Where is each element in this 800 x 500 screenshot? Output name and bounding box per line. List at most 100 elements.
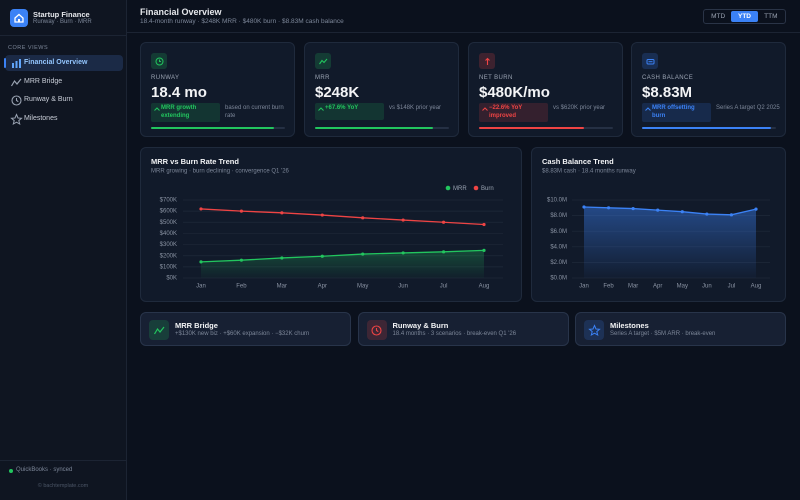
line <box>583 206 757 216</box>
icon <box>153 326 164 334</box>
kpi-note: Series A target Q2 2025 <box>716 105 780 111</box>
kpi-value: $248K <box>315 84 360 101</box>
x-tick-label: Feb <box>236 284 247 290</box>
point <box>729 213 734 217</box>
status-dot <box>9 469 13 473</box>
point <box>320 254 324 258</box>
x-tick-label: Feb <box>603 284 614 290</box>
x-tick-label: May <box>677 284 688 290</box>
footer: © bachtemplate.com <box>37 483 89 489</box>
kpi-note: based on current burn rate <box>225 105 284 119</box>
kpi-icon <box>151 53 167 69</box>
period-button[interactable]: TTM <box>764 13 778 20</box>
nav-card[interactable]: Runway & Burn 18.4 months · 3 scenarios ·… <box>357 312 569 346</box>
kpi-value: $8.83M <box>642 84 693 101</box>
icon <box>154 107 160 111</box>
point <box>199 260 203 264</box>
x-tick-label: Jan <box>579 284 589 290</box>
chart-subtitle: $8.83M cash · 18.4 months runway <box>542 169 636 175</box>
nav-label: Runway & Burn <box>24 96 73 103</box>
kpi-badge-text: MRR offsetting burn <box>652 105 695 119</box>
point <box>239 258 244 262</box>
nav-card-subtitle: Series A target · $5M ARR · break-even <box>610 331 716 337</box>
kpi-icon <box>315 53 331 69</box>
kpi-card: MRR $248K +67.6% YoY vs $148K prior year <box>304 42 459 137</box>
chart-title: Cash Balance Trend <box>542 157 614 166</box>
line <box>200 249 485 263</box>
point <box>705 212 709 216</box>
icon <box>587 323 601 336</box>
kpi-note: vs $620K prior year <box>553 105 606 111</box>
y-tick-label: $10.0M <box>547 198 567 204</box>
legend-label: MRR <box>453 186 467 192</box>
nav-card-subtitle: +$130K new biz · +$60K expansion · −$32K… <box>175 331 310 337</box>
point <box>280 256 284 260</box>
nav-icon <box>10 76 23 89</box>
chart-subtitle: MRR growing · burn declining · convergen… <box>151 169 290 175</box>
nav-label: Financial Overview <box>24 59 88 66</box>
progress-bar <box>315 127 433 129</box>
y-tick-label: $100K <box>160 264 177 270</box>
nav-card-subtitle: 18.4 months · 3 scenarios · break-even Q… <box>392 331 517 337</box>
logo <box>10 9 28 27</box>
progress-track <box>642 127 776 129</box>
section-label: CORE VIEWS <box>8 45 49 51</box>
kpi-label: RUNWAY <box>151 75 180 81</box>
nav-item[interactable]: Milestones <box>5 111 123 127</box>
chart-title: MRR vs Burn Rate Trend <box>151 157 239 166</box>
point <box>441 220 446 224</box>
icon <box>10 112 23 125</box>
nav-icon <box>10 57 23 70</box>
point <box>606 206 611 210</box>
nav-card-title: Milestones <box>610 321 649 330</box>
badge-arrow <box>154 106 160 116</box>
nav-card[interactable]: Milestones Series A target · $5M ARR · br… <box>575 312 786 346</box>
y-tick-label: $300K <box>160 242 177 248</box>
point <box>280 211 284 215</box>
progress-track <box>479 127 613 129</box>
kpi-badge-text: MRR growth extending <box>161 105 197 119</box>
chart: MRR vs Burn Rate Trend MRR growing · burn… <box>151 157 503 290</box>
x-tick-label: Jul <box>440 284 448 290</box>
kpi-badge: MRR growth extending <box>151 103 220 122</box>
y-tick-label: $400K <box>160 231 177 237</box>
point <box>441 250 446 254</box>
point <box>656 208 660 212</box>
y-tick-label: $700K <box>160 198 177 204</box>
status: QuickBooks · synced <box>16 467 73 473</box>
y-tick-label: $2.0M <box>550 260 567 266</box>
period-button[interactable]: MTD <box>711 13 726 20</box>
y-tick-label: $600K <box>160 209 177 215</box>
divider <box>0 460 126 461</box>
x-tick-label: May <box>357 284 368 290</box>
page-title: Financial Overview <box>140 7 222 17</box>
chart-card: MRR vs Burn Rate Trend MRR growing · burn… <box>140 147 522 302</box>
nav-item[interactable]: MRR Bridge <box>5 74 123 90</box>
kpi-badge: −22.6% YoY improved <box>479 103 548 122</box>
x-tick-label: Aug <box>479 284 490 290</box>
x-tick-label: Mar <box>277 284 287 290</box>
nav-active-bar <box>4 58 6 68</box>
nav-card[interactable]: MRR Bridge +$130K new biz · +$60K expansi… <box>140 312 351 346</box>
icon <box>371 324 382 336</box>
page-subtitle: 18.4-month runway · $248K MRR · $480K bu… <box>140 18 344 25</box>
kpi-card: NET BURN $480K/mo −22.6% YoY improved vs $6… <box>468 42 623 137</box>
period-button[interactable]: YTD <box>731 11 758 22</box>
point <box>754 207 758 211</box>
icon <box>318 58 327 64</box>
x-tick-label: Jan <box>196 284 206 290</box>
icon <box>155 57 163 65</box>
sidebar: Startup Finance Runway · Burn · MRR CORE… <box>0 0 127 500</box>
y-tick-label: $0K <box>166 276 177 282</box>
icon <box>10 78 22 86</box>
icon <box>11 95 22 106</box>
kpi-value: $480K/mo <box>479 84 550 101</box>
nav-card-icon <box>366 320 387 340</box>
y-tick-label: $4.0M <box>550 244 567 250</box>
kpi-label: MRR <box>315 75 330 81</box>
nav-item[interactable]: Runway & Burn <box>5 92 123 108</box>
y-tick-label: $6.0M <box>550 229 567 235</box>
nav-item[interactable]: Financial Overview <box>4 55 123 71</box>
kpi-card: CASH BALANCE $8.83M MRR offsetting burn Ser… <box>631 42 786 137</box>
